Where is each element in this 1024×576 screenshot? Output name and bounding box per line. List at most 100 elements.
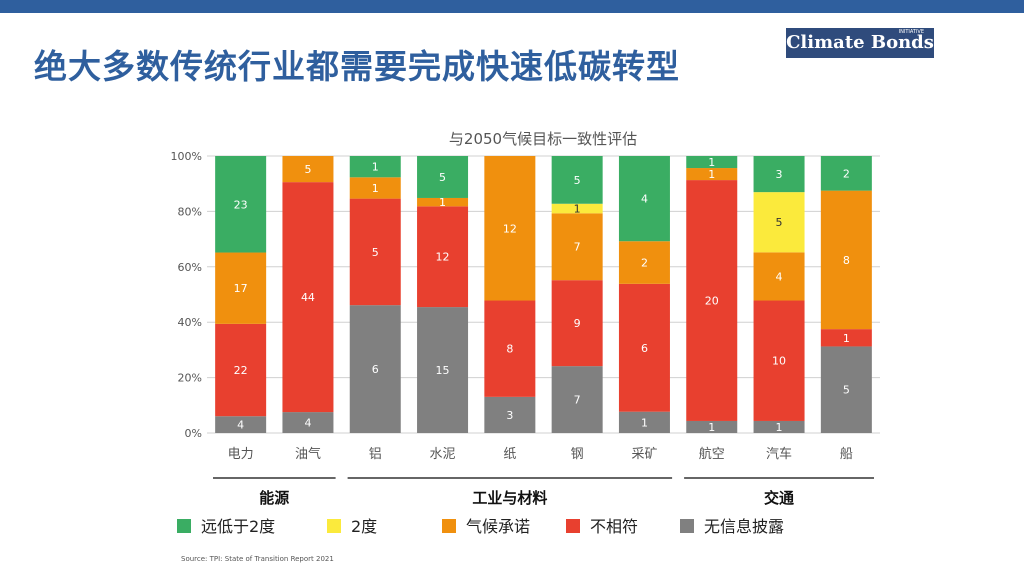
- data-label: 2: [843, 167, 850, 180]
- legend-label: 2度: [351, 517, 377, 536]
- group-label: 能源: [259, 489, 289, 507]
- data-label: 12: [503, 222, 517, 235]
- data-label: 23: [234, 198, 248, 211]
- legend-label: 气候承诺: [466, 517, 530, 536]
- data-label: 1: [708, 421, 715, 434]
- chart-title: 与2050气候目标一致性评估: [449, 130, 637, 148]
- y-tick-label: 20%: [178, 372, 202, 385]
- bar-segment: [282, 156, 334, 183]
- x-tick-label: 油气: [295, 446, 321, 462]
- data-label: 1: [708, 156, 715, 169]
- bar-segment: [618, 241, 670, 284]
- data-label: 2: [641, 257, 648, 270]
- data-label: 7: [574, 394, 581, 407]
- data-label: 1: [843, 332, 850, 345]
- group-label: 工业与材料: [472, 489, 547, 507]
- data-label: 1: [776, 421, 783, 434]
- data-label: 5: [304, 163, 311, 176]
- legend-swatch: [680, 519, 694, 533]
- legend-label: 远低于2度: [201, 517, 275, 536]
- data-label: 15: [436, 364, 450, 377]
- bar-segment: [820, 156, 872, 191]
- bar-segment: [686, 420, 738, 433]
- x-tick-label: 采矿: [631, 447, 657, 462]
- top-accent-bar: [0, 0, 1024, 13]
- bar-segment: [484, 156, 536, 301]
- data-label: 7: [574, 241, 581, 254]
- logo-text: Climate Bonds: [786, 32, 934, 53]
- bar-segment: [686, 168, 738, 181]
- bar-segment: [820, 346, 872, 433]
- x-tick-label: 钢: [571, 447, 584, 462]
- data-label: 5: [439, 171, 446, 184]
- logo-small-text: INITIATIVE: [898, 29, 924, 35]
- bar-segment: [417, 197, 469, 207]
- bar-segment: [417, 206, 469, 308]
- data-label: 44: [301, 291, 315, 304]
- data-label: 4: [641, 193, 648, 206]
- bar-segment: [215, 323, 267, 417]
- climate-bonds-logo: Climate Bonds INITIATIVE: [786, 28, 934, 58]
- data-label: 3: [776, 168, 783, 181]
- data-label: 1: [574, 203, 581, 216]
- y-tick-label: 60%: [178, 261, 202, 274]
- bar-segment: [215, 156, 267, 253]
- data-label: 1: [641, 416, 648, 429]
- data-label: 1: [372, 161, 379, 174]
- bar-segment: [686, 180, 738, 421]
- y-tick-label: 0%: [185, 427, 202, 440]
- y-tick-label: 80%: [178, 205, 202, 218]
- group-label: 交通: [764, 489, 794, 507]
- bar-segment: [417, 307, 469, 433]
- bar-segment: [618, 411, 670, 433]
- bar-segment: [551, 156, 603, 204]
- x-tick-label: 汽车: [766, 446, 792, 462]
- bar-segment: [551, 203, 603, 214]
- bar-segment: [551, 280, 603, 367]
- x-tick-label: 水泥: [430, 447, 456, 462]
- data-label: 9: [574, 317, 581, 330]
- data-label: 5: [776, 216, 783, 229]
- legend-label: 无信息披露: [704, 517, 784, 536]
- data-label: 4: [237, 419, 244, 432]
- bar-segment: [282, 412, 334, 433]
- data-label: 12: [436, 251, 450, 264]
- bar-segment: [551, 366, 603, 433]
- y-tick-label: 100%: [171, 150, 202, 163]
- data-label: 1: [372, 182, 379, 195]
- bar-segment: [618, 283, 670, 412]
- x-tick-label: 船: [840, 447, 853, 462]
- x-tick-label: 电力: [228, 447, 254, 462]
- legend-label: 不相符: [590, 517, 638, 536]
- y-tick-label: 40%: [178, 316, 202, 329]
- data-label: 5: [372, 246, 379, 259]
- source-note: Source: TPI: State of Transition Report …: [181, 555, 334, 563]
- bar-segment: [753, 192, 805, 253]
- bar-segment: [349, 156, 401, 178]
- data-label: 17: [234, 282, 248, 295]
- data-label: 1: [708, 168, 715, 181]
- page-title: 绝大多数传统行业都需要完成快速低碳转型: [34, 47, 680, 86]
- bar-segment: [282, 182, 334, 413]
- bar-segment: [618, 156, 670, 242]
- data-label: 4: [304, 417, 311, 430]
- data-label: 10: [772, 355, 786, 368]
- data-label: 5: [843, 384, 850, 397]
- bar-segment: [753, 420, 805, 433]
- bar-segment: [753, 252, 805, 301]
- data-label: 22: [234, 364, 248, 377]
- data-label: 20: [705, 295, 719, 308]
- bar-segment: [215, 252, 267, 324]
- bar-segment: [484, 300, 536, 397]
- data-label: 8: [506, 343, 513, 356]
- legend-swatch: [177, 519, 191, 533]
- bar-segment: [820, 329, 872, 347]
- data-label: 8: [843, 254, 850, 267]
- data-label: 6: [641, 342, 648, 355]
- bar-segment: [349, 177, 401, 199]
- bar-segment: [349, 305, 401, 433]
- x-tick-label: 纸: [503, 447, 516, 462]
- bar-segment: [820, 190, 872, 330]
- bar-segment: [349, 198, 401, 306]
- bar-segment: [417, 156, 469, 198]
